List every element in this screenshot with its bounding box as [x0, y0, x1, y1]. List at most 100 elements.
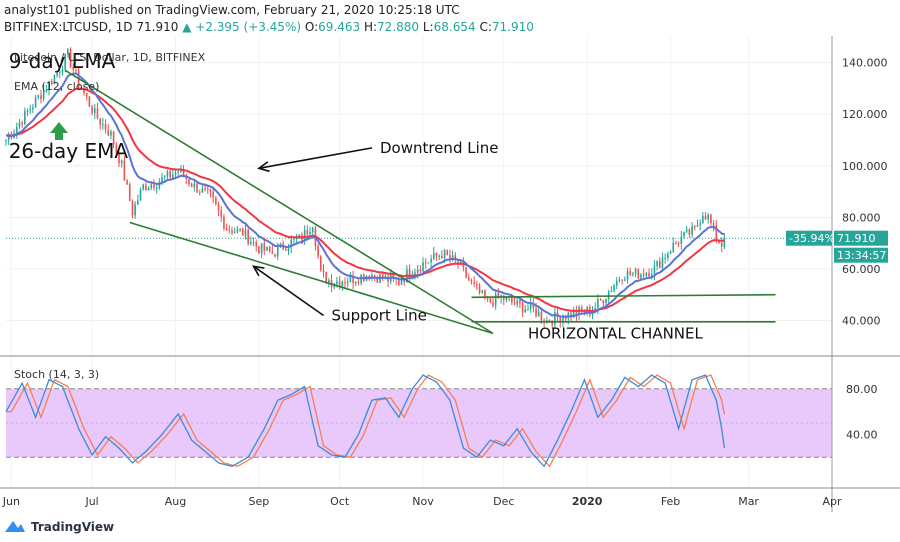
- candle-body: [67, 49, 69, 54]
- price-tick-label: 120.000: [842, 108, 888, 121]
- candle-body: [285, 249, 287, 251]
- candle-body: [685, 229, 688, 232]
- up-arrow-icon: [50, 122, 68, 140]
- candle-body: [231, 230, 233, 233]
- candle-body: [317, 245, 319, 257]
- tradingview-footer[interactable]: TradingView: [4, 517, 114, 537]
- candle-body: [435, 252, 438, 257]
- candle-body: [169, 171, 171, 178]
- candle-body: [72, 66, 75, 70]
- candle-body: [45, 89, 48, 91]
- support-label-arrow: [253, 265, 325, 317]
- candle-body: [26, 110, 29, 112]
- candle-body: [212, 191, 214, 198]
- price-tag: [834, 230, 888, 246]
- price-tick-label: 80.000: [842, 211, 881, 224]
- candle-body: [572, 310, 575, 318]
- candle-body: [497, 293, 500, 298]
- candle-body: [18, 122, 21, 127]
- candle-body: [360, 274, 362, 284]
- candle-body: [185, 176, 188, 180]
- candle-body: [484, 290, 486, 298]
- candle-body: [400, 280, 403, 285]
- time-tick-label: Dec: [493, 495, 514, 508]
- time-axis[interactable]: Jun Jul Aug Sep Oct Nov Dec 2020 Feb Mar Apr: [2, 495, 842, 508]
- candle-body: [85, 92, 88, 97]
- candle-body: [720, 243, 723, 247]
- candle-body: [290, 239, 293, 248]
- candle-body: [645, 272, 648, 276]
- candle-body: [188, 179, 190, 185]
- chart-title: Litecoin / U.S. Dollar, 1D, BITFINEX: [14, 51, 206, 64]
- price-axis[interactable]: 140.000 120.000 100.000 80.000 60.000 40.000: [842, 57, 888, 328]
- candle-body: [408, 269, 411, 278]
- symbol-name: BITFINEX:LTCUSD, 1D: [4, 20, 133, 34]
- candle-body: [123, 160, 126, 181]
- high-label: H:: [363, 20, 378, 34]
- candle-body: [37, 95, 40, 98]
- symbol-info-line: BITFINEX:LTCUSD, 1D 71.910 ▲ +2.395 (+3.…: [4, 20, 534, 34]
- tradingview-logo-icon: [5, 521, 25, 532]
- stochastic-title: Stoch (14, 3, 3): [14, 368, 99, 381]
- candle-body: [209, 189, 212, 192]
- candle-body: [206, 188, 209, 190]
- candle-body: [513, 302, 516, 305]
- candle-body: [93, 108, 96, 114]
- candle-body: [139, 189, 142, 201]
- candle-body: [580, 307, 583, 311]
- trading-chart[interactable]: Stoch (14, 3, 3) Downtrend Line Support L…: [0, 36, 900, 512]
- candle-body: [118, 152, 120, 164]
- candle-body: [392, 274, 395, 279]
- channel-top-line: [471, 293, 776, 299]
- candle-body: [650, 274, 653, 277]
- candle-body: [661, 258, 664, 268]
- candle-body: [150, 184, 153, 189]
- candle-body: [696, 225, 699, 227]
- candle-body: [476, 283, 478, 286]
- candle-body: [59, 72, 61, 74]
- candle-body: [147, 188, 150, 191]
- stochastic-band-fill: [6, 388, 832, 458]
- candle-body: [454, 255, 457, 260]
- stochastic-axis[interactable]: 80.00 40.00: [846, 383, 878, 442]
- candle-body: [322, 269, 325, 272]
- candle-body: [107, 130, 110, 136]
- candle-body: [398, 279, 400, 285]
- candle-body: [424, 262, 427, 264]
- candle-body: [602, 300, 605, 303]
- candle-body: [723, 238, 726, 247]
- candle-body: [540, 312, 543, 321]
- candle-body: [473, 281, 475, 284]
- channel-label: HORIZONTAL CHANNEL: [528, 325, 704, 343]
- candle-body: [648, 272, 650, 277]
- candle-body: [50, 81, 53, 85]
- countdown-tag: [834, 247, 888, 263]
- candle-body: [236, 228, 239, 232]
- candle-body: [707, 214, 710, 220]
- candle-body: [521, 303, 524, 313]
- candle-body: [457, 259, 459, 265]
- candle-body: [373, 275, 376, 277]
- candle-body: [516, 300, 519, 305]
- candle-body: [675, 242, 677, 244]
- candle-body: [247, 229, 249, 245]
- candle-body: [494, 293, 497, 306]
- candle-body: [637, 269, 640, 279]
- candle-body: [48, 81, 50, 90]
- candle-body: [634, 269, 637, 274]
- candle-body: [325, 271, 327, 283]
- candle-body: [271, 251, 274, 254]
- candle-body: [715, 225, 718, 241]
- candle-body: [680, 236, 683, 244]
- stochastic-tick-label: 80.00: [846, 383, 878, 396]
- candle-body: [699, 223, 701, 226]
- ema-12-line: [5, 72, 725, 318]
- stochastic-tick-label: 40.00: [846, 428, 878, 441]
- price-tick-label: 60.000: [842, 263, 881, 276]
- candle-body: [75, 69, 77, 71]
- candle-body: [422, 262, 424, 272]
- candle-body: [653, 266, 656, 275]
- candle-body: [295, 238, 298, 240]
- candle-body: [446, 250, 449, 255]
- candle-body: [352, 275, 354, 283]
